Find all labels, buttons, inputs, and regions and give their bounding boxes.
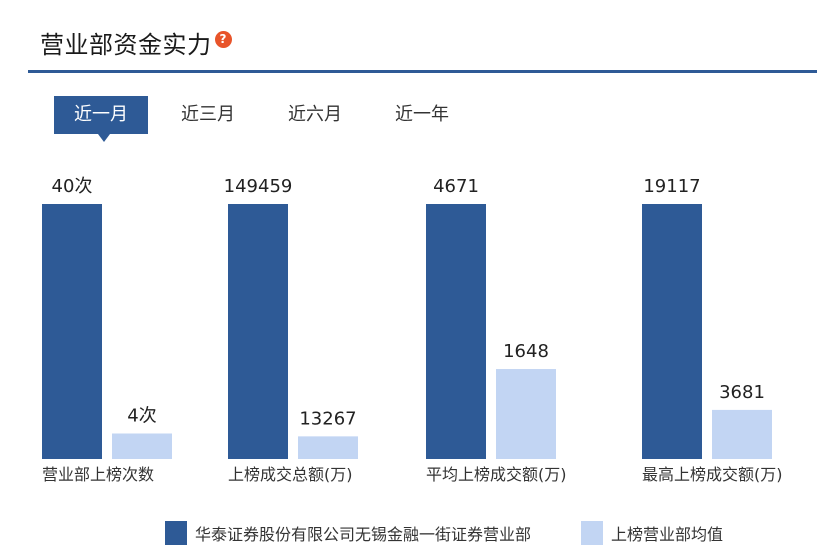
- bar-branch-2: [426, 204, 486, 459]
- tab-six-months[interactable]: 近六月: [288, 104, 342, 125]
- bar-average-2: [496, 369, 556, 459]
- legend-item-branch: 华泰证券股份有限公司无锡金融一街证券营业部: [165, 521, 531, 545]
- tab-one-month[interactable]: 近一月: [54, 96, 148, 142]
- value-label-average-2: 1648: [503, 341, 549, 362]
- category-label-2: 平均上榜成交额(万): [426, 465, 567, 484]
- value-label-average-1: 13267: [299, 408, 356, 429]
- chart-legend: 华泰证券股份有限公司无锡金融一街证券营业部 上榜营业部均值: [165, 520, 773, 546]
- question-icon[interactable]: ?: [214, 30, 232, 48]
- bar-branch-0: [42, 204, 102, 459]
- title-divider: [28, 70, 817, 73]
- page-title: 营业部资金实力: [40, 30, 212, 59]
- value-label-average-3: 3681: [719, 382, 765, 403]
- legend-swatch-average: [581, 521, 604, 545]
- legend-swatch-branch: [165, 521, 187, 545]
- category-label-0: 营业部上榜次数: [42, 465, 154, 484]
- legend-label-branch: 华泰证券股份有限公司无锡金融一街证券营业部: [195, 525, 532, 544]
- bar-branch-3: [642, 204, 702, 459]
- period-tabs: 近一月 近三月 近六月 近一年: [54, 96, 482, 142]
- value-label-average-0: 4次: [127, 406, 156, 427]
- bar-branch-1: [228, 204, 288, 459]
- bar-average-0: [112, 433, 172, 459]
- tab-one-year[interactable]: 近一年: [395, 104, 449, 125]
- bar-average-3: [712, 409, 772, 459]
- value-label-branch-1: 149459: [224, 176, 293, 197]
- bar-average-1: [298, 436, 358, 459]
- value-label-branch-0: 40次: [52, 176, 93, 197]
- legend-label-average: 上榜营业部均值: [611, 525, 724, 544]
- legend-item-average: 上榜营业部均值: [581, 521, 723, 545]
- section-header: 营业部资金实力 ?: [40, 22, 232, 62]
- tab-three-months[interactable]: 近三月: [181, 104, 235, 125]
- category-label-1: 上榜成交总额(万): [228, 465, 353, 484]
- value-label-branch-3: 19117: [643, 176, 700, 197]
- value-label-branch-2: 4671: [433, 176, 479, 197]
- category-label-3: 最高上榜成交额(万): [642, 465, 783, 484]
